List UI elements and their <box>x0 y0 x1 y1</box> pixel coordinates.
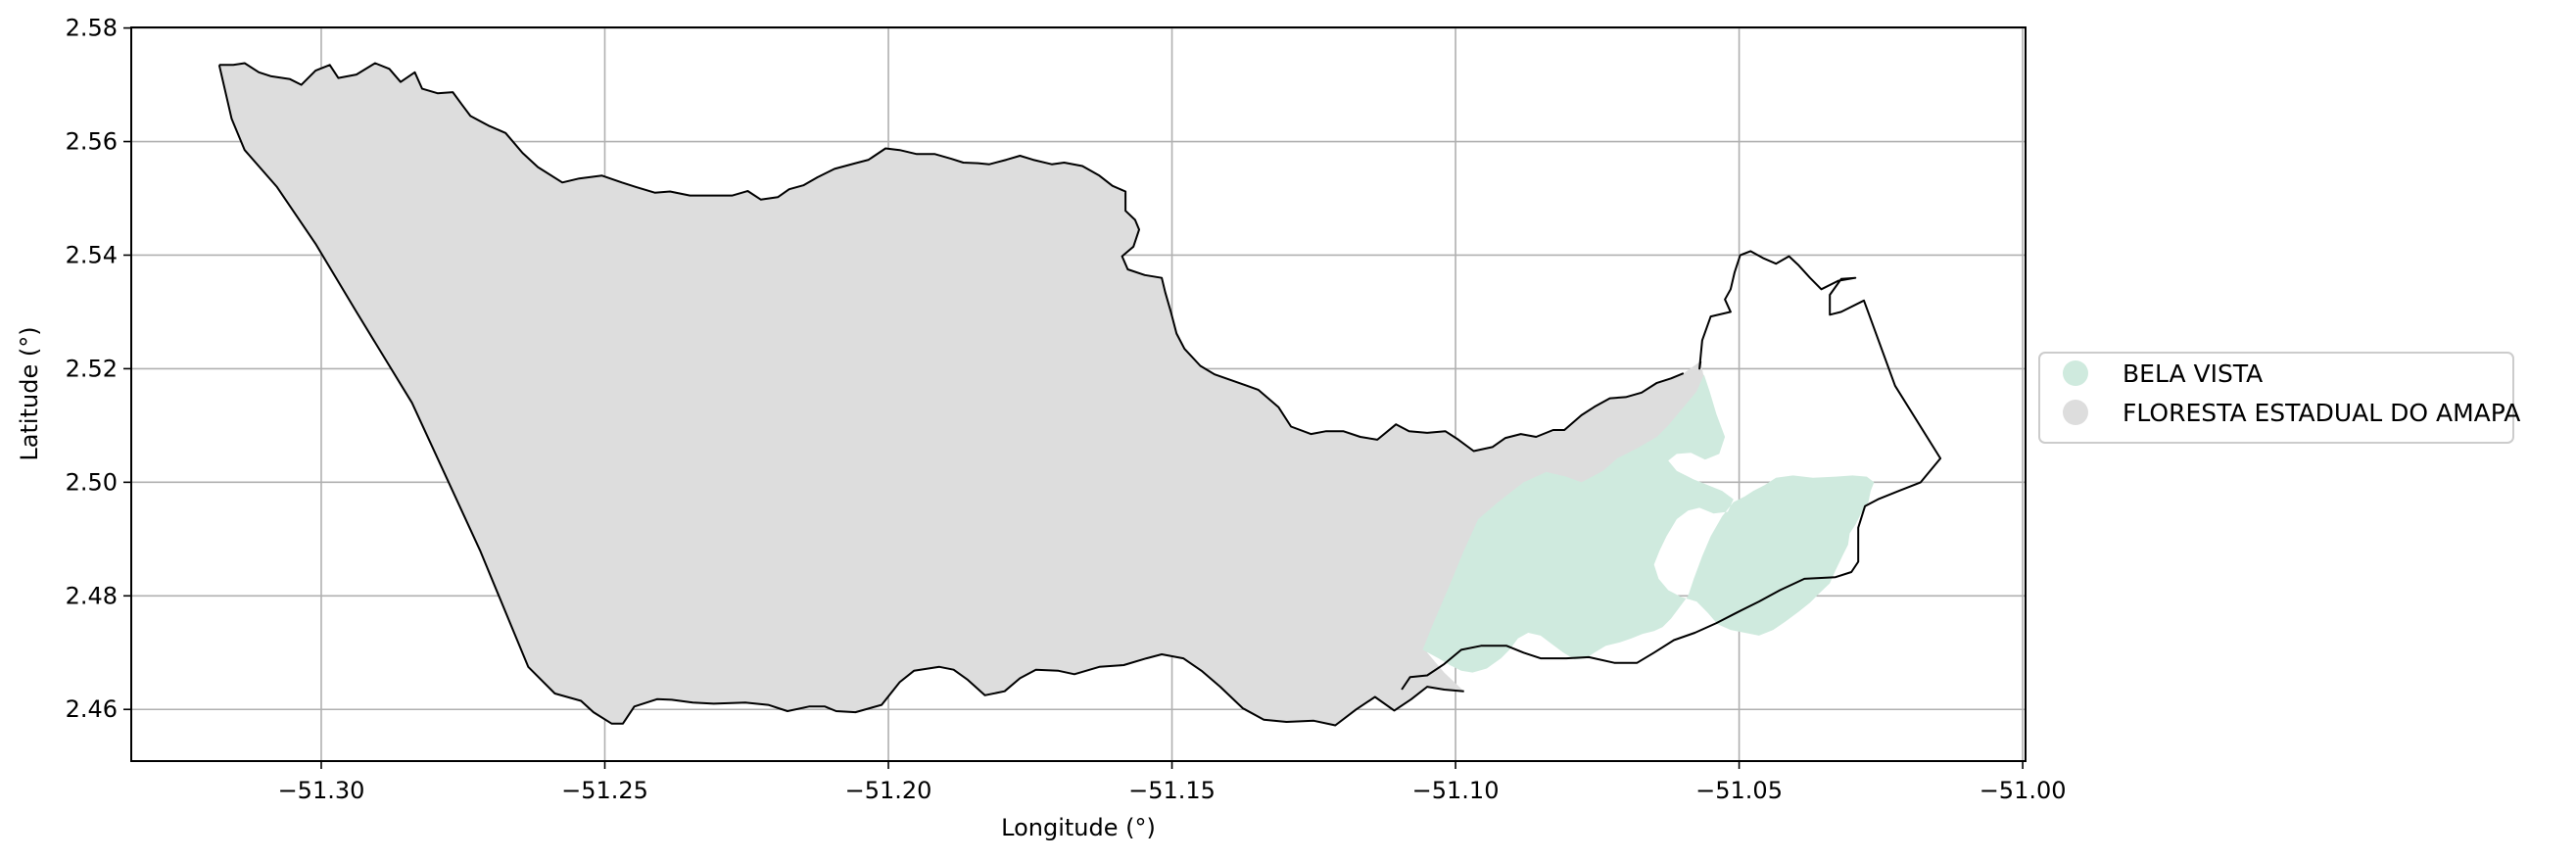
legend-label-floresta: FLORESTA ESTADUAL DO AMAPA <box>2123 399 2520 427</box>
legend-box <box>2038 352 2514 444</box>
y-tick-label: 2.50 <box>66 468 118 496</box>
municipal-boundary-north <box>218 62 1685 453</box>
y-axis-label: Latitude (°) <box>16 326 43 460</box>
y-axis-ticks: 2.46 2.48 2.50 2.52 2.54 2.56 2.58 <box>66 15 131 723</box>
bela-vista-polygon <box>1422 374 1875 673</box>
municipal-boundary-east <box>1401 250 1942 691</box>
y-tick-label: 2.54 <box>66 241 118 268</box>
x-tick-label: −51.20 <box>845 777 932 804</box>
y-tick-label: 2.52 <box>66 355 118 382</box>
legend: BELA VISTA FLORESTA ESTADUAL DO AMAPA <box>2038 352 2520 444</box>
x-axis-ticks: −51.30 −51.25 −51.20 −51.15 −51.10 −51.05 −51.… <box>278 761 2067 804</box>
x-tick-label: −51.05 <box>1695 777 1783 804</box>
x-tick-label: −51.00 <box>1980 777 2067 804</box>
y-tick-label: 2.58 <box>66 15 118 42</box>
polygon-layer <box>217 62 1942 727</box>
floresta-estadual-polygon <box>218 63 1708 726</box>
legend-label-bela-vista: BELA VISTA <box>2123 359 2263 388</box>
y-tick-label: 2.56 <box>66 128 118 156</box>
y-tick-label: 2.46 <box>66 695 118 723</box>
x-tick-label: −51.30 <box>278 777 365 804</box>
legend-marker-bela-vista <box>2063 360 2088 386</box>
x-tick-label: −51.15 <box>1128 777 1216 804</box>
municipal-boundary-south <box>217 65 1464 727</box>
plot-frame <box>130 26 2027 762</box>
x-tick-label: −51.10 <box>1412 777 1500 804</box>
legend-marker-floresta <box>2063 400 2088 425</box>
y-tick-label: 2.48 <box>66 582 118 609</box>
x-axis-label: Longitude (°) <box>1001 814 1156 841</box>
x-tick-label: −51.25 <box>561 777 648 804</box>
